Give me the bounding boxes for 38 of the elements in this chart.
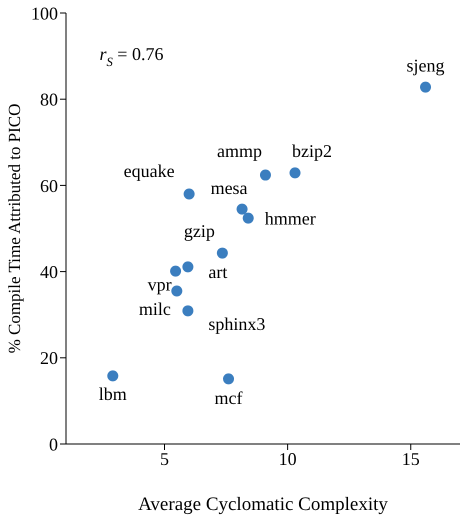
point — [107, 370, 118, 382]
x-axis-title: Average Cyclomatic Complexity — [138, 494, 388, 515]
y-tick-label: 60 — [40, 176, 58, 196]
point — [216, 248, 228, 259]
annotation: r$_{S}$ = 0.76 — [99, 44, 164, 69]
annotation: gzip — [184, 221, 215, 242]
annotation: mesa — [210, 178, 248, 198]
annotation: sjeng — [406, 55, 445, 76]
point — [236, 204, 248, 215]
annotation: mcf — [214, 388, 243, 408]
x-tick-label: 5 — [160, 448, 169, 469]
y-tick-label: 40 — [40, 262, 58, 282]
y-tick-label: 0 — [49, 434, 58, 454]
point — [420, 82, 432, 93]
y-tick-label: 20 — [40, 348, 58, 368]
point — [182, 261, 194, 272]
annotation: equake — [124, 161, 175, 182]
annotation: bzip2 — [292, 141, 332, 162]
annotation: hmmer — [264, 208, 316, 228]
point — [223, 373, 234, 384]
x-tick-label: 10 — [278, 448, 297, 469]
annotation: ammp — [216, 141, 262, 162]
point — [171, 285, 182, 296]
y-axis-title: % Compile Time Attributed to PICO — [5, 104, 24, 354]
annotation: lbm — [98, 384, 127, 404]
annotation: milc — [138, 299, 171, 320]
point — [260, 170, 271, 181]
annotation: art — [208, 262, 228, 282]
y-tick-label: 80 — [40, 90, 58, 110]
annotation: sphinx3 — [208, 314, 266, 334]
point — [184, 188, 195, 200]
point — [170, 266, 182, 277]
point — [182, 305, 194, 316]
point — [290, 167, 301, 178]
point — [242, 212, 254, 224]
x-tick-label: 15 — [402, 448, 420, 469]
y-tick-label: 100 — [31, 3, 58, 24]
annotation: vpr — [148, 274, 172, 294]
